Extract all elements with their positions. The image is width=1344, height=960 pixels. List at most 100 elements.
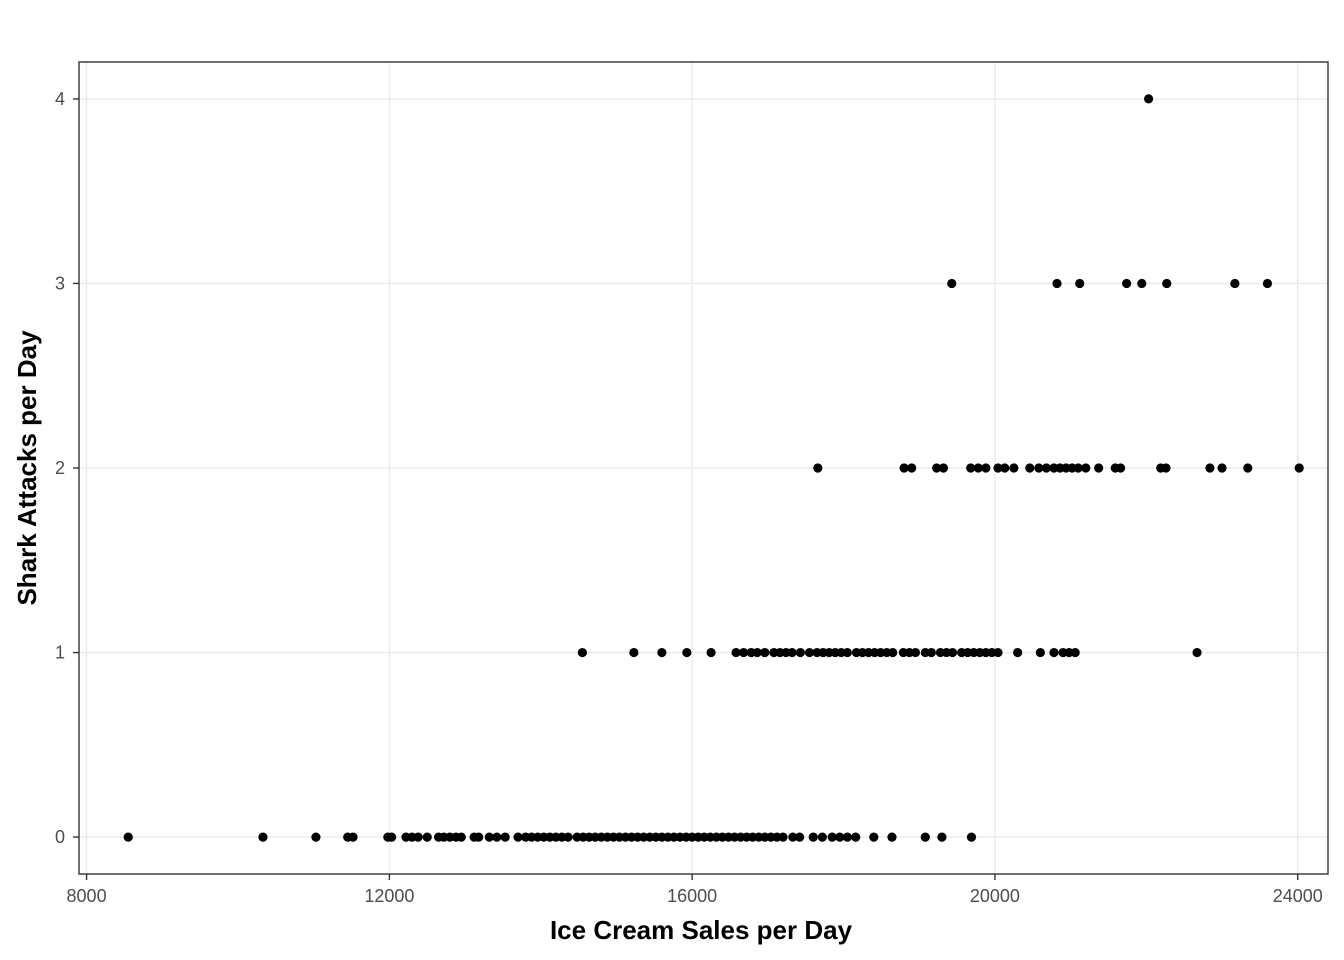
data-point [1049,647,1059,658]
data-point [422,832,432,842]
data-point [926,647,936,658]
data-point [808,832,818,842]
data-point [387,832,397,842]
data-point [657,647,667,658]
data-point [888,647,898,658]
data-point [932,463,942,473]
x-tick-label: 12000 [364,886,414,906]
data-point [1081,463,1091,473]
data-point [563,832,573,842]
data-point [787,647,797,658]
y-tick-label: 4 [55,89,65,109]
data-point [731,647,741,658]
data-point [993,647,1003,658]
data-point [851,832,861,842]
x-axis: 8000 12000 16000 20000 24000 [67,874,1323,906]
data-point [1009,463,1019,473]
data-point [1070,647,1080,658]
x-tick-label: 8000 [67,886,107,906]
data-point [795,832,805,842]
data-point [739,647,749,658]
data-point [682,647,692,658]
data-point [910,647,921,658]
data-point [1035,647,1045,658]
x-axis-title: Ice Cream Sales per Day [550,915,853,945]
y-tick-label: 3 [55,273,65,293]
data-point [835,832,845,842]
data-point [1192,647,1202,658]
data-point [1217,463,1227,473]
data-point [1230,278,1240,289]
data-point [1115,463,1126,473]
data-point [1122,278,1132,289]
data-point [706,647,716,658]
data-point [1025,463,1035,473]
data-point [1052,278,1062,289]
data-point [484,832,494,842]
data-point [1073,463,1083,473]
data-point [1262,278,1273,289]
data-point [842,647,852,658]
data-point [778,832,788,842]
data-point [1075,278,1085,289]
data-point [869,832,879,842]
data-point [981,463,991,473]
data-point [760,647,770,658]
data-point [258,832,268,842]
data-point [938,463,949,473]
data-point [937,832,947,842]
data-point [993,463,1003,473]
data-point [311,832,321,842]
y-tick-label: 0 [55,827,65,847]
data-point [492,832,502,842]
data-point [788,832,798,842]
data-point [413,832,423,842]
data-point [513,832,523,842]
y-tick-label: 1 [55,643,65,663]
y-tick-label: 2 [55,458,65,478]
data-point [1000,463,1010,473]
data-point [827,832,837,842]
y-axis-title: Shark Attacks per Day [12,330,42,606]
data-point [1143,94,1154,104]
data-points [123,94,1304,842]
data-point [817,832,827,842]
data-point [966,463,976,473]
data-point [899,463,909,473]
data-point [1094,463,1104,473]
data-point [1205,463,1215,473]
data-point [1034,463,1044,473]
x-tick-label: 16000 [667,886,717,906]
data-point [920,832,930,842]
data-point [907,463,917,473]
data-point [348,832,358,842]
data-point [842,832,852,842]
data-point [123,832,133,842]
data-point [973,463,983,473]
data-point [1243,463,1253,473]
data-point [1137,278,1147,289]
data-point [500,832,510,842]
data-point [887,832,897,842]
data-point [813,463,823,473]
data-point [947,278,957,289]
data-point [629,647,639,658]
y-axis: 0 1 2 3 4 [55,89,79,847]
data-point [456,832,466,842]
data-point [1294,463,1304,473]
data-point [804,647,815,658]
data-point [752,647,762,658]
data-point [1161,463,1171,473]
data-point [577,647,587,658]
data-point [1162,278,1172,289]
data-point [474,832,484,842]
data-point [947,647,958,658]
data-point [795,647,805,658]
data-point [1013,647,1023,658]
x-tick-label: 20000 [970,886,1020,906]
data-point [966,832,977,842]
x-tick-label: 24000 [1273,886,1323,906]
data-point [1041,463,1052,473]
